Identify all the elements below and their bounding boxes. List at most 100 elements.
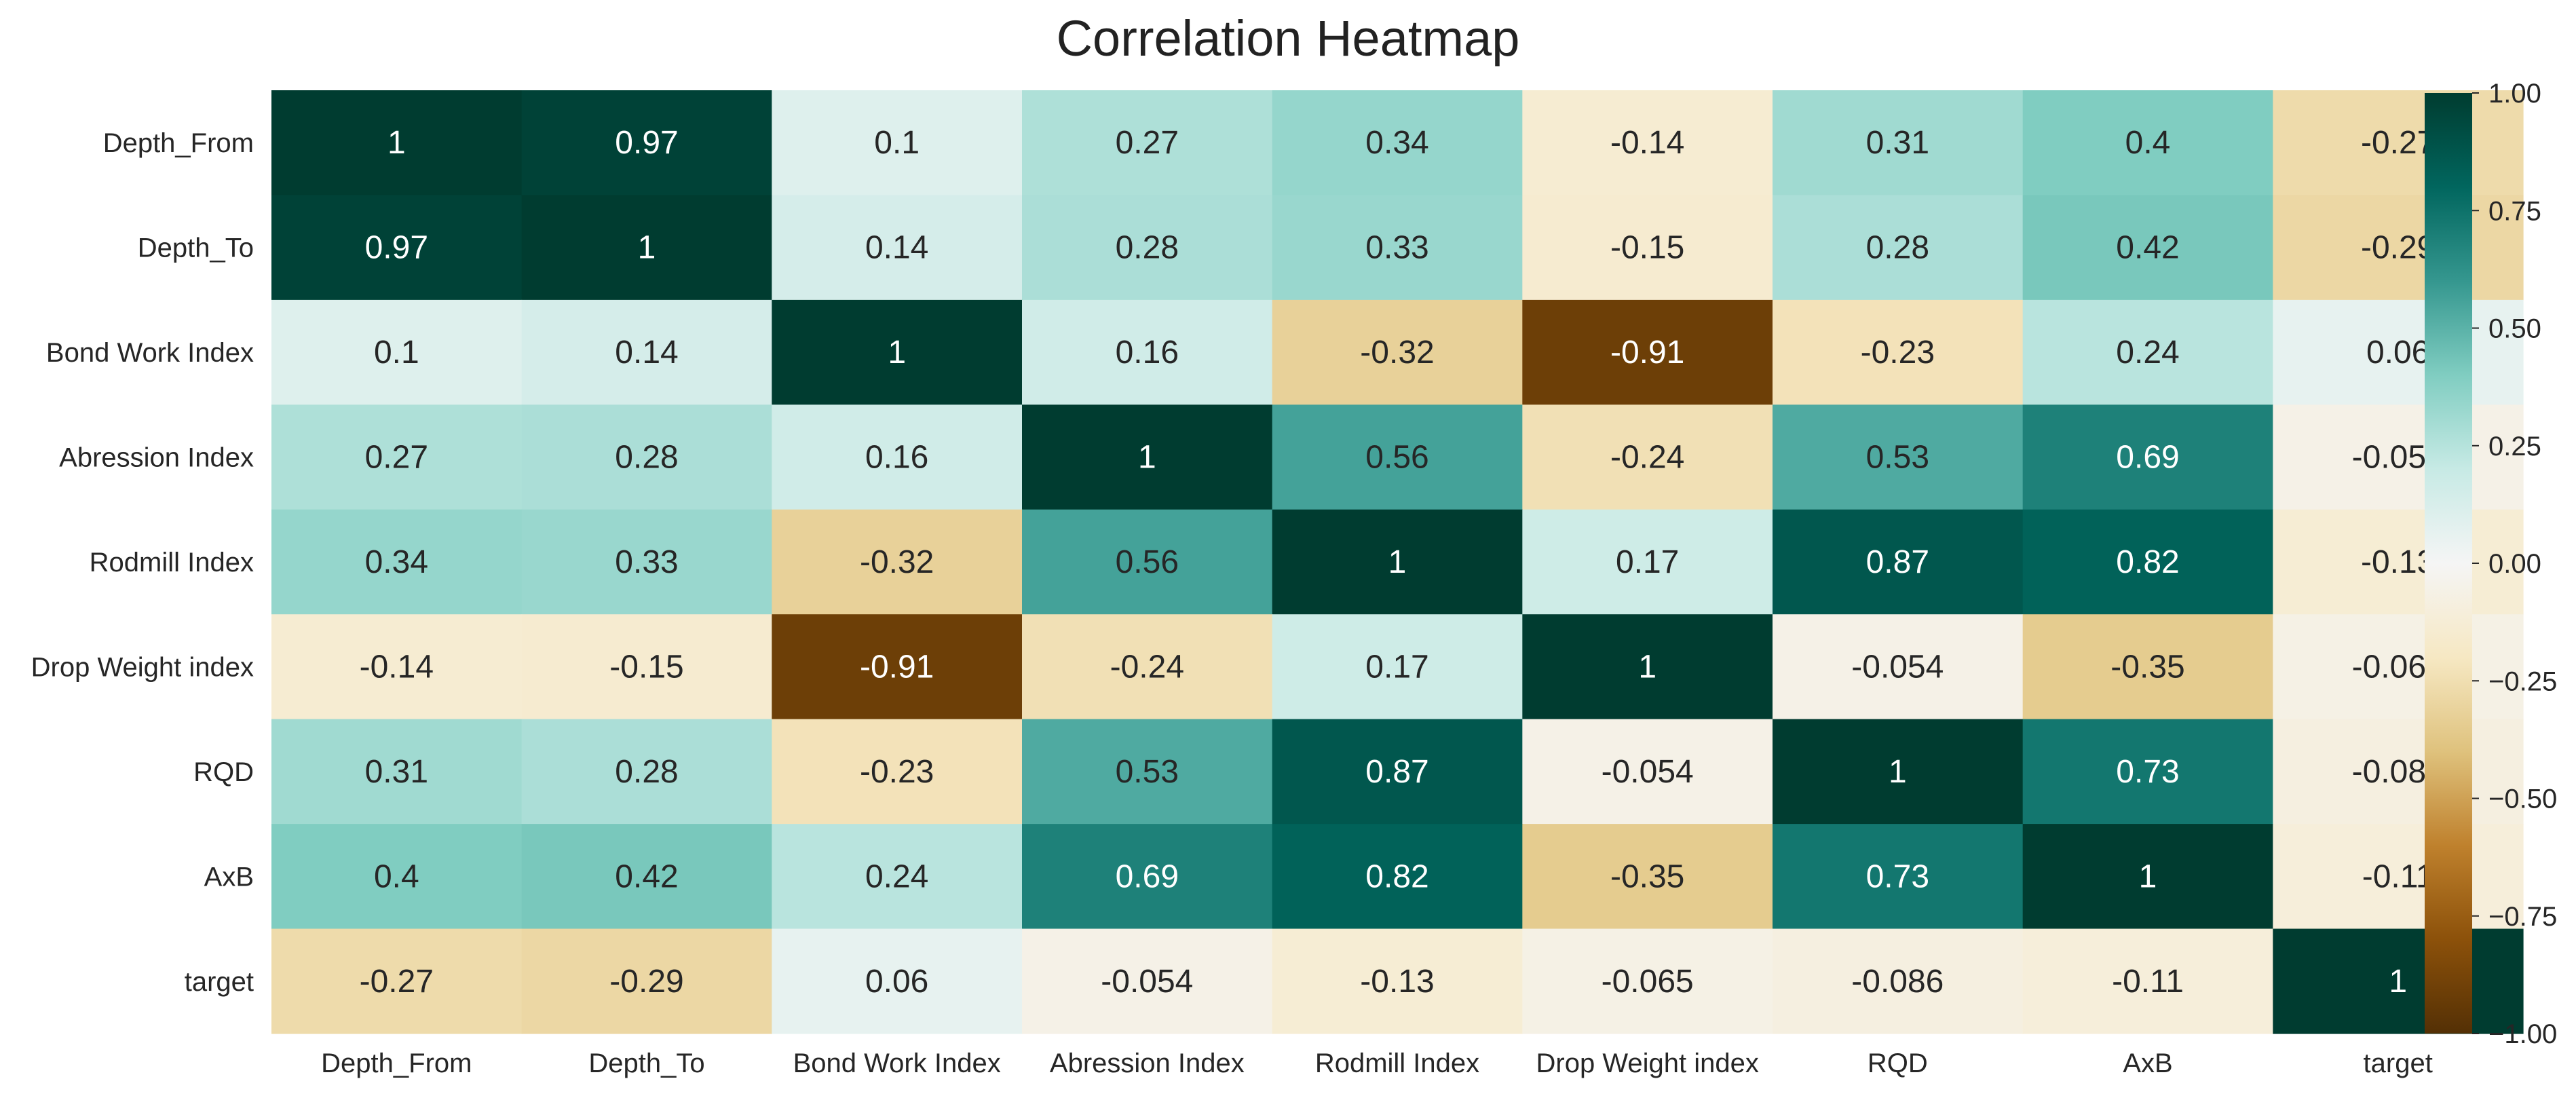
cell-value-label: 0.4 (2125, 125, 2171, 161)
cell-value-label: -0.086 (1851, 964, 1944, 1000)
cell-value-label: -0.29 (609, 964, 683, 1000)
y-tick-label: AxB (204, 862, 254, 892)
cell-value-label: 0.24 (865, 858, 928, 894)
cell-value-label: 0.73 (2116, 754, 2179, 790)
cell-value-label: 0.4 (374, 858, 419, 894)
cell-value-label: 0.42 (2116, 230, 2179, 266)
cell-value-label: 0.56 (1365, 440, 1428, 476)
cell-value-label: 0.28 (615, 440, 678, 476)
x-tick-label: Rodmill Index (1315, 1048, 1479, 1078)
cell-value-label: 0.53 (1866, 440, 1929, 476)
cell-value-label: 0.1 (374, 335, 419, 371)
cell-value-label: 0.42 (615, 858, 678, 894)
y-tick-label: Depth_To (138, 233, 254, 263)
x-tick-label: target (2364, 1048, 2433, 1078)
cell-value-label: 0.14 (615, 335, 678, 371)
cell-value-label: 0.73 (1866, 858, 1929, 894)
cell-value-label: -0.13 (1360, 964, 1434, 1000)
colorbar-tick-label: −0.50 (2488, 784, 2557, 814)
colorbar-tick-label: −0.25 (2488, 666, 2557, 696)
cell-value-label: 0.87 (1866, 544, 1929, 580)
cell-value-label: -0.054 (1851, 649, 1944, 685)
y-tick-label: target (185, 967, 254, 997)
cell-value-label: -0.24 (1610, 440, 1684, 476)
cell-value-label: -0.27 (2361, 125, 2435, 161)
cell-value-label: -0.91 (860, 649, 934, 685)
x-tick-label: RQD (1868, 1048, 1928, 1078)
x-axis-tick-labels: Depth_From Depth_To Bond Work Index Abressi… (321, 1048, 2433, 1078)
cell-value-label: 1 (888, 335, 906, 371)
cell-value-label: 0.27 (1116, 125, 1179, 161)
cell-value-label: 0.33 (615, 544, 678, 580)
colorbar (2425, 93, 2472, 1034)
cell-value-label: -0.27 (360, 964, 434, 1000)
cell-value-label: 0.87 (1365, 754, 1428, 790)
colorbar-tick-label: 1.00 (2488, 79, 2541, 109)
cell-value-label: 0.06 (865, 964, 928, 1000)
cell-value-label: 0.31 (365, 754, 428, 790)
cell-value-label: -0.35 (1610, 858, 1684, 894)
cell-value-label: 0.27 (365, 440, 428, 476)
cell-value-label: 0.82 (1365, 858, 1428, 894)
cell-value-label: 1 (1889, 754, 1907, 790)
cell-value-label: 0.34 (1365, 125, 1428, 161)
cell-value-label: -0.13 (2361, 544, 2435, 580)
y-tick-label: RQD (193, 757, 254, 787)
cell-value-label: 0.82 (2116, 544, 2179, 580)
cell-value-label: 0.53 (1116, 754, 1179, 790)
cell-value-label: 1 (638, 230, 656, 266)
cell-value-label: 1 (1638, 649, 1656, 685)
x-tick-label: AxB (2123, 1048, 2172, 1078)
heatmap-cells: 1 0.97 0.1 0.27 0.34 -0.14 0.31 0.4 -0.27 0.97 1 0.… (271, 90, 2524, 1034)
cell-value-label: 0.56 (1116, 544, 1179, 580)
y-tick-label: Depth_From (103, 128, 254, 158)
x-tick-label: Abression Index (1050, 1048, 1245, 1078)
cell-value-label: 0.97 (615, 125, 678, 161)
colorbar-tick-label: −1.00 (2488, 1019, 2557, 1049)
cell-value-label: 0.1 (874, 125, 920, 161)
cell-value-label: 0.17 (1616, 544, 1679, 580)
cell-value-label: 0.28 (1866, 230, 1929, 266)
cell-value-label: -0.14 (360, 649, 434, 685)
y-tick-label: Bond Work Index (46, 338, 254, 368)
cell-value-label: -0.23 (1861, 335, 1935, 371)
cell-value-label: 0.69 (1116, 858, 1179, 894)
cell-value-label: -0.11 (2112, 964, 2184, 1000)
cell-value-label: 0.17 (1365, 649, 1428, 685)
cell-value-label: 0.34 (365, 544, 428, 580)
colorbar-tick-label: 0.00 (2488, 549, 2541, 579)
cell-value-label: 0.06 (2366, 335, 2429, 371)
cell-value-label: -0.15 (609, 649, 683, 685)
x-tick-label: Bond Work Index (793, 1048, 1001, 1078)
cell-value-label: -0.91 (1610, 335, 1684, 371)
cell-value-label: 0.28 (615, 754, 678, 790)
cell-value-label: 1 (2389, 964, 2407, 1000)
cell-value-label: -0.065 (1602, 964, 1694, 1000)
y-tick-label: Drop Weight index (31, 652, 254, 682)
x-tick-label: Depth_To (588, 1048, 704, 1078)
cell-value-label: 1 (1388, 544, 1407, 580)
cell-value-label: 0.31 (1866, 125, 1929, 161)
y-axis-tick-labels: Depth_From Depth_To Bond Work Index Abressi… (31, 128, 254, 997)
cell-value-label: 0.14 (865, 230, 928, 266)
cell-value-label: -0.24 (1110, 649, 1184, 685)
cell-value-label: 0.97 (365, 230, 428, 266)
cell-value-label: -0.32 (860, 544, 934, 580)
cell-value-label: -0.054 (1602, 754, 1694, 790)
colorbar-tick-label: 0.25 (2488, 432, 2541, 461)
colorbar-tick-label: 0.75 (2488, 196, 2541, 226)
cell-value-label: -0.11 (2362, 858, 2434, 894)
cell-value-label: -0.32 (1360, 335, 1434, 371)
cell-value-label: -0.29 (2361, 230, 2435, 266)
cell-value-label: 1 (387, 125, 406, 161)
cell-value-label: 0.24 (2116, 335, 2179, 371)
cell-value-label: 0.33 (1365, 230, 1428, 266)
colorbar-tick-label: 0.50 (2488, 314, 2541, 344)
y-tick-label: Rodmill Index (90, 548, 254, 578)
cell-value-label: -0.054 (1101, 964, 1193, 1000)
chart-title: Correlation Heatmap (1057, 10, 1520, 67)
cell-value-label: -0.14 (1610, 125, 1684, 161)
y-tick-label: Abression Index (59, 443, 254, 473)
cell-value-label: -0.35 (2110, 649, 2184, 685)
